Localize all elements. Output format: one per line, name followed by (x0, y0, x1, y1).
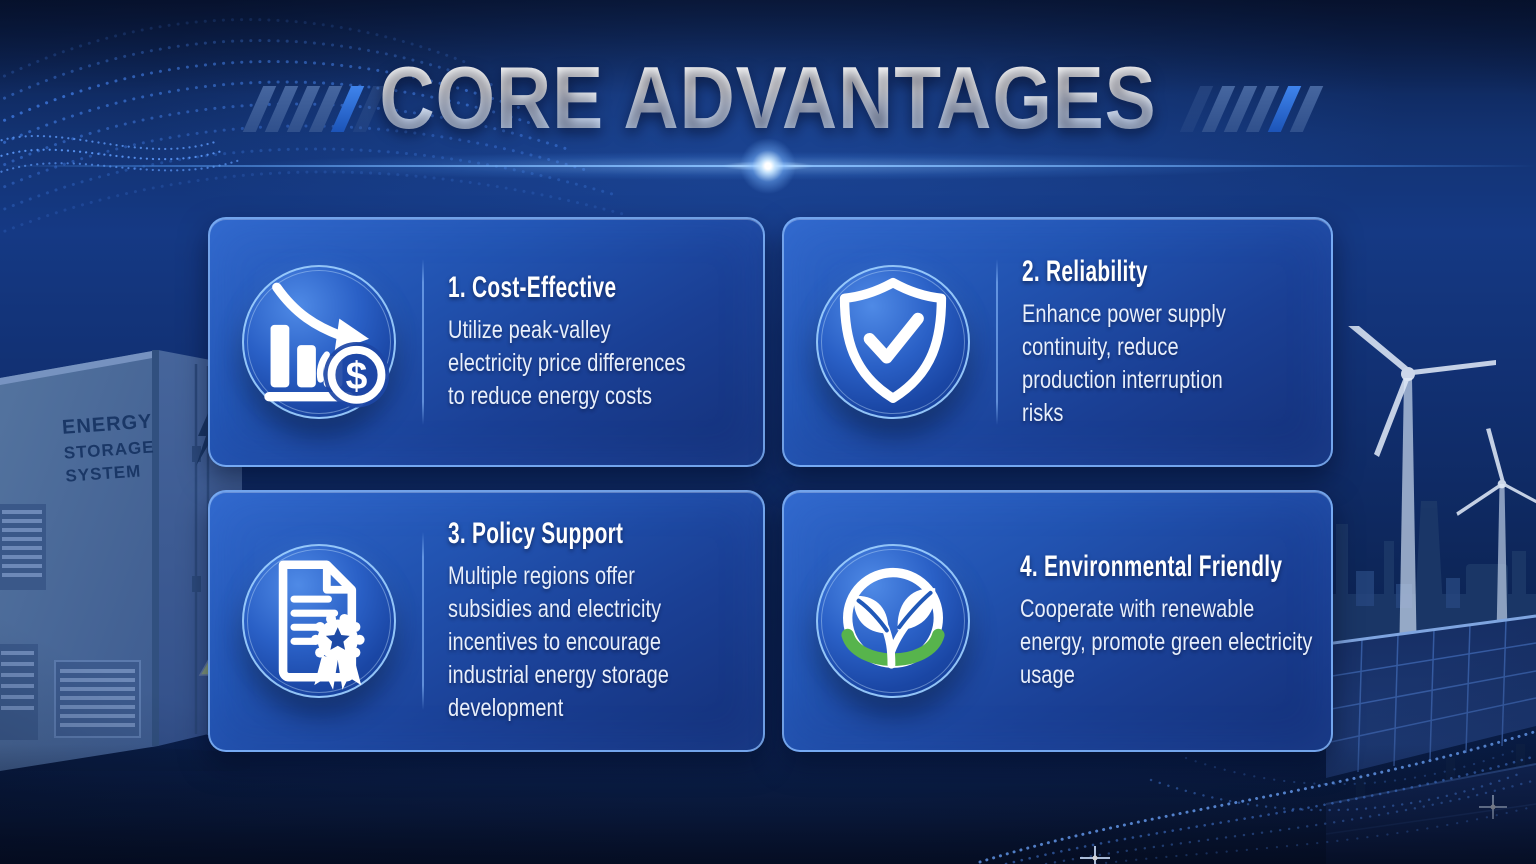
solar-panel-array (1326, 614, 1536, 864)
card-description: Cooperate with renewable energy, promote… (1020, 595, 1313, 689)
svg-text:STORAGE: STORAGE (63, 437, 155, 462)
lens-flare-glow (0, 148, 1536, 184)
card-cost-effective: $ 1. Cost-Effective Utilize peak-valley … (208, 217, 765, 467)
policy-document-award-icon (242, 544, 396, 698)
svg-text:$: $ (346, 355, 368, 398)
card-policy-support: 3. Policy Support Multiple regions offer… (208, 490, 765, 752)
floor-shadow (0, 744, 1536, 864)
card-divider (422, 259, 424, 425)
eco-leaf-circle-icon (816, 544, 970, 698)
page-title: CORE ADVANTAGES (100, 54, 1436, 142)
card-description: Multiple regions offer subsidies and ele… (447, 562, 669, 722)
renewable-energy-scene (1326, 326, 1536, 864)
sparkle (1479, 795, 1507, 819)
card-title: 2. Reliability (1021, 254, 1148, 288)
card-description: Enhance power supply continuity, reduce … (1021, 299, 1226, 427)
card-title: 4. Environmental Friendly (1020, 550, 1283, 583)
wind-turbine-large (1336, 326, 1496, 666)
declining-cost-chart-icon: $ (242, 265, 396, 419)
card-description: Utilize peak-valley electricity price di… (447, 316, 686, 410)
card-title: 3. Policy Support (447, 517, 623, 550)
card-reliability: 2. Reliability Enhance power supply cont… (782, 217, 1333, 467)
container-label: ENERGY STORAGE SYSTEM (61, 411, 155, 486)
card-environmental-friendly: 4. Environmental Friendly Cooperate with… (782, 490, 1333, 752)
svg-text:ENERGY: ENERGY (61, 411, 153, 439)
industrial-plant-silhouette (1326, 501, 1536, 666)
card-divider (422, 532, 424, 710)
card-divider (996, 259, 998, 425)
vent-panel (0, 504, 46, 590)
lens-flare-line (0, 165, 1536, 167)
sparkle (1080, 846, 1110, 864)
wind-turbine-small (1435, 426, 1536, 662)
shield-check-icon (816, 265, 970, 419)
svg-text:SYSTEM: SYSTEM (65, 461, 142, 485)
title-slashes-right (1179, 86, 1324, 132)
card-title: 1. Cost-Effective (447, 271, 616, 304)
